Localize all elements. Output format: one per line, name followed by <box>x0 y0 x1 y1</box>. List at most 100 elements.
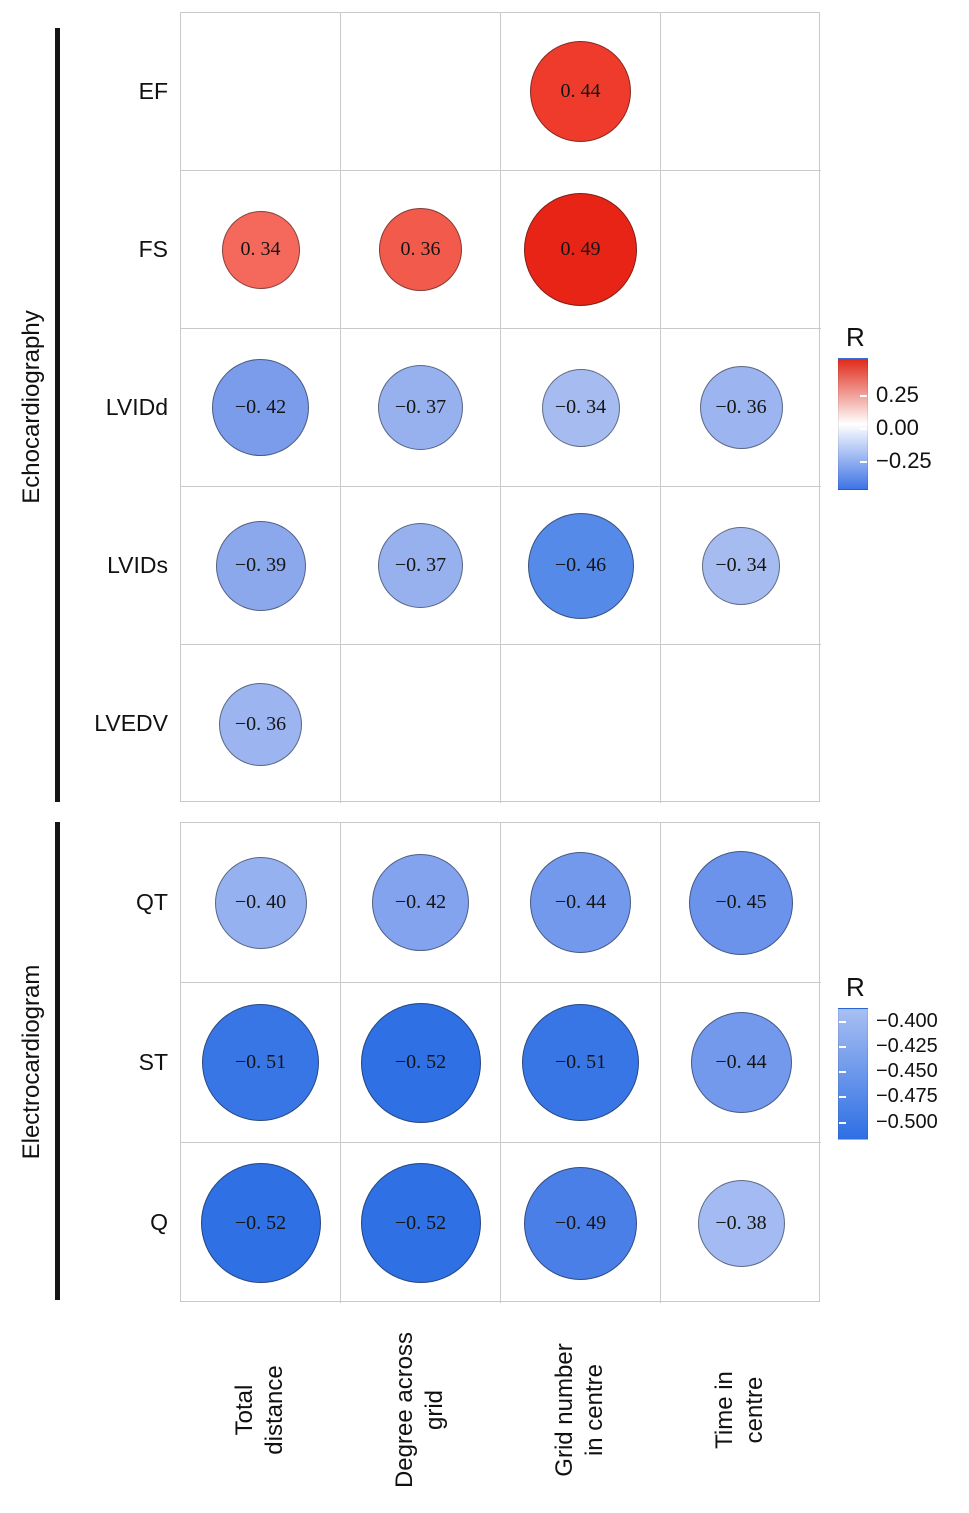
correlation-bubble: −0. 38 <box>697 1179 785 1267</box>
bubble-value-label: −0. 34 <box>715 554 767 576</box>
grid-cell: −0. 45 <box>661 823 821 983</box>
grid-cell: −0. 51 <box>181 983 341 1143</box>
row-label-ef: EF <box>138 77 168 104</box>
legend-tick-mark <box>860 395 867 397</box>
row-label-lvids: LVIDs <box>107 551 168 578</box>
grid-cell: −0. 42 <box>341 823 501 983</box>
grid-cell: −0. 49 <box>501 1143 661 1303</box>
correlation-bubble: −0. 34 <box>702 526 780 605</box>
correlation-bubble: −0. 52 <box>200 1163 321 1283</box>
correlation-bubble: −0. 39 <box>215 520 306 611</box>
bubble-value-label: −0. 40 <box>234 891 287 913</box>
bubble-value-label: 0. 49 <box>560 238 601 260</box>
correlation-bubble: −0. 37 <box>378 365 463 450</box>
correlation-bubble: −0. 51 <box>522 1004 639 1121</box>
grid-cell: −0. 44 <box>661 983 821 1143</box>
column-label-text: Total distance <box>231 1365 288 1455</box>
grid-cell: −0. 34 <box>501 329 661 487</box>
correlation-bubble: −0. 49 <box>524 1166 637 1280</box>
correlation-bubble: −0. 46 <box>527 512 634 619</box>
bubble-value-label: −0. 42 <box>394 891 447 913</box>
grid-cell <box>501 645 661 803</box>
column-label: Grid number in centre <box>500 1312 660 1508</box>
grid-cell: −0. 44 <box>501 823 661 983</box>
correlation-bubble: −0. 34 <box>541 368 620 447</box>
grid-cell <box>661 13 821 171</box>
grid-cell: −0. 38 <box>661 1143 821 1303</box>
grid-cell: −0. 42 <box>181 329 341 487</box>
bubble-value-label: −0. 51 <box>234 1051 287 1073</box>
bubble-value-label: −0. 44 <box>715 1051 767 1073</box>
grid-cell <box>341 645 501 803</box>
correlation-bubble: −0. 42 <box>212 359 309 456</box>
row-label-lvidd: LVIDd <box>105 393 168 420</box>
correlation-bubble: −0. 36 <box>219 682 302 766</box>
bubble-value-label: −0. 46 <box>554 554 607 576</box>
legend-tick-mark <box>860 461 867 463</box>
column-label: Total distance <box>180 1312 340 1508</box>
correlation-bubble: 0. 49 <box>524 193 637 306</box>
grid-cell <box>341 13 501 171</box>
grid-cell: −0. 52 <box>181 1143 341 1303</box>
correlation-bubble: −0. 44 <box>530 852 631 953</box>
correlation-bubble: −0. 52 <box>360 1002 481 1123</box>
correlation-bubble: −0. 44 <box>690 1012 792 1113</box>
legend-tick-label: 0.25 <box>876 382 919 407</box>
correlation-bubble: 0. 44 <box>530 41 631 142</box>
correlation-bubble: −0. 45 <box>689 850 793 955</box>
grid-cell <box>661 171 821 329</box>
panel-electrocardiogram: −0. 40 −0. 42 −0. 44 −0. 45 −0. 51 −0. 52 −0. … <box>180 822 821 1303</box>
grid-cell <box>661 645 821 803</box>
legend-tick-label: −0.25 <box>876 448 932 473</box>
legend-tick-label: −0.425 <box>876 1035 938 1057</box>
echocardiography-axis-bar <box>55 28 60 802</box>
bubble-value-label: −0. 52 <box>394 1211 447 1234</box>
legend-tick-label: −0.475 <box>876 1085 938 1107</box>
bubble-value-label: −0. 51 <box>554 1051 607 1073</box>
legend-blue: R −0.400 −0.425 −0.450 −0.475 −0.500 <box>838 972 969 1162</box>
legend-tick-mark <box>839 1071 846 1073</box>
correlation-bubble: 0. 34 <box>221 210 300 289</box>
column-label-text: Grid number in centre <box>551 1343 608 1477</box>
grid-cell: 0. 49 <box>501 171 661 329</box>
grid-cell: 0. 34 <box>181 171 341 329</box>
bubble-value-label: 0. 44 <box>560 80 601 102</box>
grid-cell: −0. 39 <box>181 487 341 645</box>
correlation-bubble: −0. 36 <box>699 366 783 449</box>
legend-tick-label: −0.500 <box>876 1111 938 1133</box>
column-label: Time in centre <box>660 1312 820 1508</box>
grid-cell: −0. 40 <box>181 823 341 983</box>
grid-cell: −0. 37 <box>341 329 501 487</box>
legend-tick-mark <box>860 428 867 430</box>
bubble-value-label: −0. 39 <box>234 554 287 576</box>
bubble-value-label: −0. 37 <box>394 396 447 418</box>
grid-cell: −0. 36 <box>661 329 821 487</box>
bubble-value-label: −0. 36 <box>715 396 767 418</box>
legend-tick-label: −0.450 <box>876 1060 938 1082</box>
bubble-value-label: −0. 37 <box>394 554 447 576</box>
bubble-value-label: −0. 45 <box>715 891 767 913</box>
row-label-fs: FS <box>138 235 168 262</box>
correlation-bubble: −0. 52 <box>360 1163 481 1283</box>
correlation-bubble: −0. 37 <box>378 523 463 608</box>
grid-cell <box>181 13 341 171</box>
grid-cell: −0. 36 <box>181 645 341 803</box>
legend-gradient-bar <box>838 358 868 490</box>
bubble-value-label: −0. 52 <box>234 1211 287 1234</box>
row-label-q: Q <box>150 1208 168 1235</box>
grid-cell: −0. 51 <box>501 983 661 1143</box>
electrocardiogram-axis-bar <box>55 822 60 1300</box>
row-label-st: ST <box>138 1048 168 1075</box>
correlation-bubble: −0. 51 <box>202 1004 319 1121</box>
column-label: Degree across grid <box>340 1312 500 1508</box>
bubble-value-label: −0. 44 <box>554 891 607 913</box>
grid-cell: −0. 52 <box>341 983 501 1143</box>
legend-title: R <box>846 322 865 352</box>
legend-tick-label: 0.00 <box>876 415 919 440</box>
grid-cell: −0. 37 <box>341 487 501 645</box>
correlation-bubble: −0. 40 <box>214 856 307 949</box>
legend-tick-mark <box>839 1122 846 1124</box>
grid-cell: 0. 44 <box>501 13 661 171</box>
grid-cell: −0. 52 <box>341 1143 501 1303</box>
